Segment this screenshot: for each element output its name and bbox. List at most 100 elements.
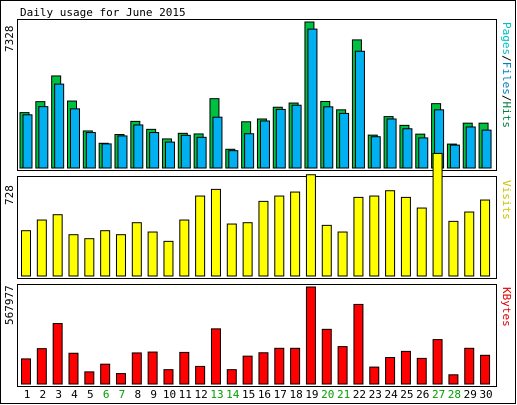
panel-visits-frame xyxy=(17,176,497,279)
bar-visits-day-undefined xyxy=(258,200,269,277)
bar-visits-day-undefined xyxy=(195,195,206,277)
ylabel-hits-max: 7328 xyxy=(3,26,16,53)
bar-kbytes-day-undefined xyxy=(195,365,206,385)
bar-files-day-19 xyxy=(307,28,318,169)
legend-hits-files-pages: Pages/Files/Hits xyxy=(500,22,513,128)
bar-files-day-5 xyxy=(85,132,96,169)
x-tick-label-day-14: 14 xyxy=(226,388,240,401)
bar-visits-day-undefined xyxy=(100,230,111,277)
bar-visits-day-undefined xyxy=(416,207,427,277)
bar-files-day-18 xyxy=(291,104,302,169)
bar-visits-day-undefined xyxy=(480,199,491,277)
bar-files-day-1 xyxy=(22,114,33,169)
bar-visits-day-undefined xyxy=(68,234,79,277)
bar-visits-day-undefined xyxy=(84,238,95,277)
x-tick-label-day-8: 8 xyxy=(134,388,141,401)
x-tick-label-day-25: 25 xyxy=(400,388,413,401)
bar-files-day-6 xyxy=(101,143,112,169)
x-tick-label-day-18: 18 xyxy=(289,388,302,401)
bar-visits-day-undefined xyxy=(321,224,332,277)
bar-files-day-21 xyxy=(339,112,350,169)
legend-files: Files xyxy=(500,62,513,95)
bar-kbytes-day-undefined xyxy=(242,355,253,385)
bar-visits-day-undefined xyxy=(179,219,190,277)
bar-files-day-12 xyxy=(196,136,207,169)
bar-kbytes-day-undefined xyxy=(337,346,348,385)
bar-files-day-23 xyxy=(370,136,381,169)
bar-kbytes-day-undefined xyxy=(21,358,31,385)
bar-files-day-15 xyxy=(244,133,255,169)
x-tick-label-day-12: 12 xyxy=(195,388,208,401)
bars-layer xyxy=(19,21,492,385)
bar-visits-day-undefined xyxy=(385,190,396,277)
bar-visits-day-undefined xyxy=(290,191,301,277)
bar-visits-day-undefined xyxy=(432,152,443,277)
x-tick-label-day-6: 6 xyxy=(103,388,110,401)
legend-visits: Visits xyxy=(500,180,513,220)
bar-files-day-28 xyxy=(449,144,460,169)
bar-kbytes-day-undefined xyxy=(369,366,380,385)
bar-visits-day-undefined xyxy=(337,231,348,277)
bar-visits-day-undefined xyxy=(353,196,364,277)
bar-visits-day-undefined xyxy=(52,214,63,277)
bar-visits-day-undefined xyxy=(400,196,411,277)
bar-files-day-8 xyxy=(133,124,144,169)
bar-visits-day-undefined xyxy=(448,220,459,277)
bar-kbytes-day-undefined xyxy=(400,350,411,385)
ylabel-visits-max: 728 xyxy=(3,185,16,205)
x-tick-label-day-11: 11 xyxy=(179,388,192,401)
x-tick-label-day-27: 27 xyxy=(432,388,445,401)
bar-visits-day-undefined xyxy=(242,222,253,277)
x-tick-label-day-16: 16 xyxy=(258,388,271,401)
bar-files-day-14 xyxy=(228,150,239,169)
bar-files-day-26 xyxy=(418,137,429,169)
x-tick-label-day-4: 4 xyxy=(71,388,78,401)
bar-kbytes-day-undefined xyxy=(258,352,269,385)
bar-visits-day-undefined xyxy=(226,223,237,277)
bar-kbytes-day-undefined xyxy=(480,354,491,385)
bar-kbytes-day-undefined xyxy=(68,352,79,385)
bar-visits-day-undefined xyxy=(163,240,174,277)
chart-title: Daily usage for June 2015 xyxy=(20,6,186,19)
x-tick-label-day-29: 29 xyxy=(464,388,477,401)
x-tick-label-day-3: 3 xyxy=(55,388,62,401)
bar-kbytes-day-undefined xyxy=(290,347,301,385)
bar-kbytes-day-undefined xyxy=(131,352,142,385)
x-tick-label-day-17: 17 xyxy=(274,388,287,401)
bar-kbytes-day-undefined xyxy=(305,286,316,385)
bar-files-day-10 xyxy=(164,141,175,169)
x-tick-label-day-28: 28 xyxy=(448,388,461,401)
bar-files-day-29 xyxy=(465,126,476,169)
x-tick-label-day-26: 26 xyxy=(416,388,429,401)
bar-kbytes-day-undefined xyxy=(115,373,126,385)
x-tick-label-day-7: 7 xyxy=(119,388,126,401)
panel-hits-files-frame xyxy=(17,19,497,171)
x-tick-label-day-22: 22 xyxy=(353,388,366,401)
legend-kbytes: KBytes xyxy=(500,287,513,327)
bar-files-day-22 xyxy=(354,50,365,169)
bar-visits-day-undefined xyxy=(36,219,47,277)
legend-pages: Pages xyxy=(500,22,513,55)
bar-files-day-11 xyxy=(180,134,191,169)
bar-kbytes-day-undefined xyxy=(385,357,396,385)
bar-visits-day-undefined xyxy=(21,230,31,277)
bar-kbytes-day-undefined xyxy=(353,303,364,385)
bar-visits-day-undefined xyxy=(369,195,380,277)
x-tick-label-day-20: 20 xyxy=(321,388,334,401)
bar-files-day-13 xyxy=(212,116,223,169)
bar-files-day-4 xyxy=(69,108,80,169)
bar-files-day-17 xyxy=(275,108,286,169)
bar-kbytes-day-undefined xyxy=(416,357,427,385)
bar-files-day-24 xyxy=(386,118,397,169)
bar-files-day-2 xyxy=(38,106,49,169)
x-tick-label-day-30: 30 xyxy=(479,388,492,401)
x-tick-label-day-2: 2 xyxy=(40,388,47,401)
x-tick-label-day-23: 23 xyxy=(369,388,382,401)
legend-sep-2: / xyxy=(500,95,513,102)
bar-files-day-20 xyxy=(323,106,334,169)
legend-sep-1: / xyxy=(500,55,513,62)
bar-kbytes-day-undefined xyxy=(274,347,285,385)
panel-kbytes-frame xyxy=(17,284,497,387)
bar-files-day-9 xyxy=(149,132,160,169)
